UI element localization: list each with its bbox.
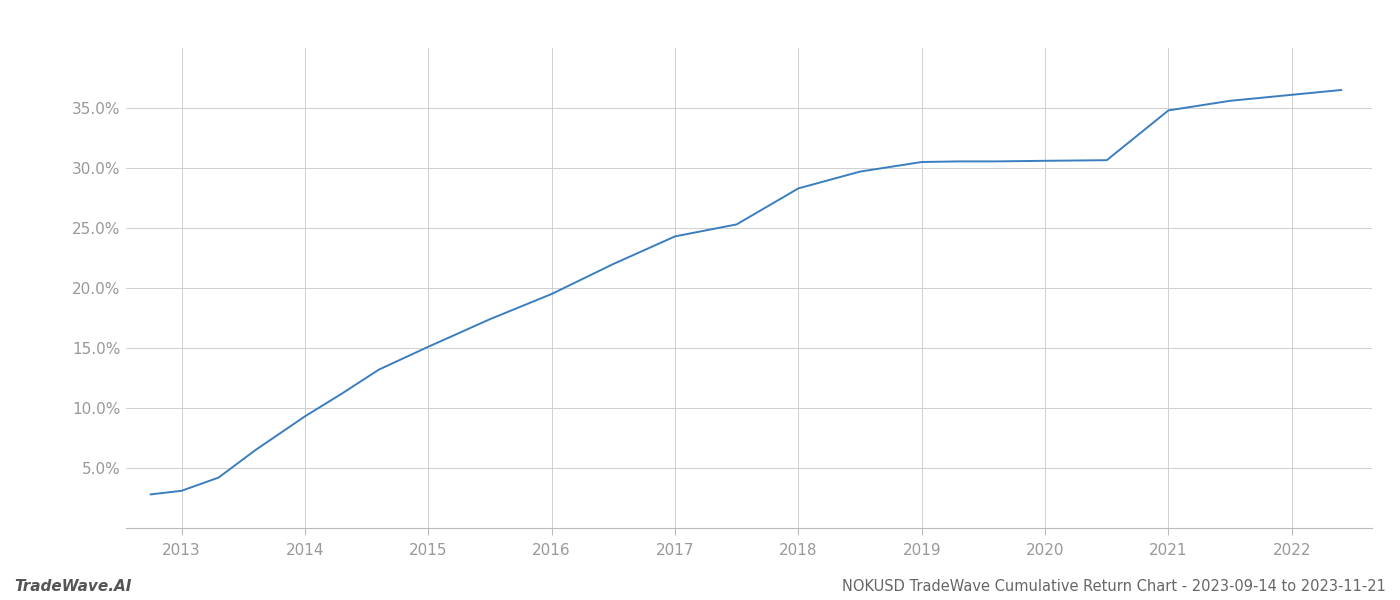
Text: TradeWave.AI: TradeWave.AI	[14, 579, 132, 594]
Text: NOKUSD TradeWave Cumulative Return Chart - 2023-09-14 to 2023-11-21: NOKUSD TradeWave Cumulative Return Chart…	[843, 579, 1386, 594]
